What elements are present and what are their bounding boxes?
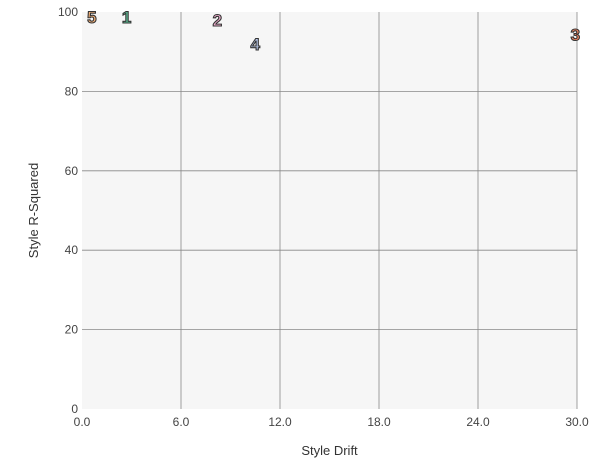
data-points: 5 1 2 4 3 [87,7,581,54]
y-tick-label: 40 [65,243,79,257]
data-point-4: 4 [251,35,261,54]
data-point-2: 2 [213,11,222,30]
data-point-1: 1 [122,8,131,27]
y-tick-label: 60 [65,164,79,178]
x-tick-label: 6.0 [173,415,190,429]
x-tick-label: 24.0 [466,415,490,429]
y-axis-label: Style R-Squared [26,163,41,258]
plot-area [82,12,577,409]
data-point-5: 5 [87,8,96,27]
x-axis-ticks: 0.0 6.0 12.0 18.0 24.0 30.0 [74,415,589,429]
y-tick-label: 0 [71,402,78,416]
x-tick-label: 30.0 [565,415,589,429]
x-tick-label: 0.0 [74,415,91,429]
x-axis-label: Style Drift [301,443,358,458]
y-tick-label: 100 [58,5,78,19]
y-axis-ticks: 0 20 40 60 80 100 [58,5,78,416]
grid-lines [82,12,578,409]
y-tick-label: 20 [65,323,79,337]
x-tick-label: 12.0 [268,415,292,429]
x-tick-label: 18.0 [367,415,391,429]
y-tick-label: 80 [65,84,79,98]
data-point-3: 3 [571,26,580,45]
